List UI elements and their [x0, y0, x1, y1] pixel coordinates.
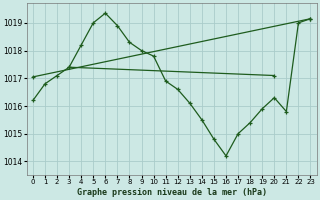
- X-axis label: Graphe pression niveau de la mer (hPa): Graphe pression niveau de la mer (hPa): [77, 188, 267, 197]
